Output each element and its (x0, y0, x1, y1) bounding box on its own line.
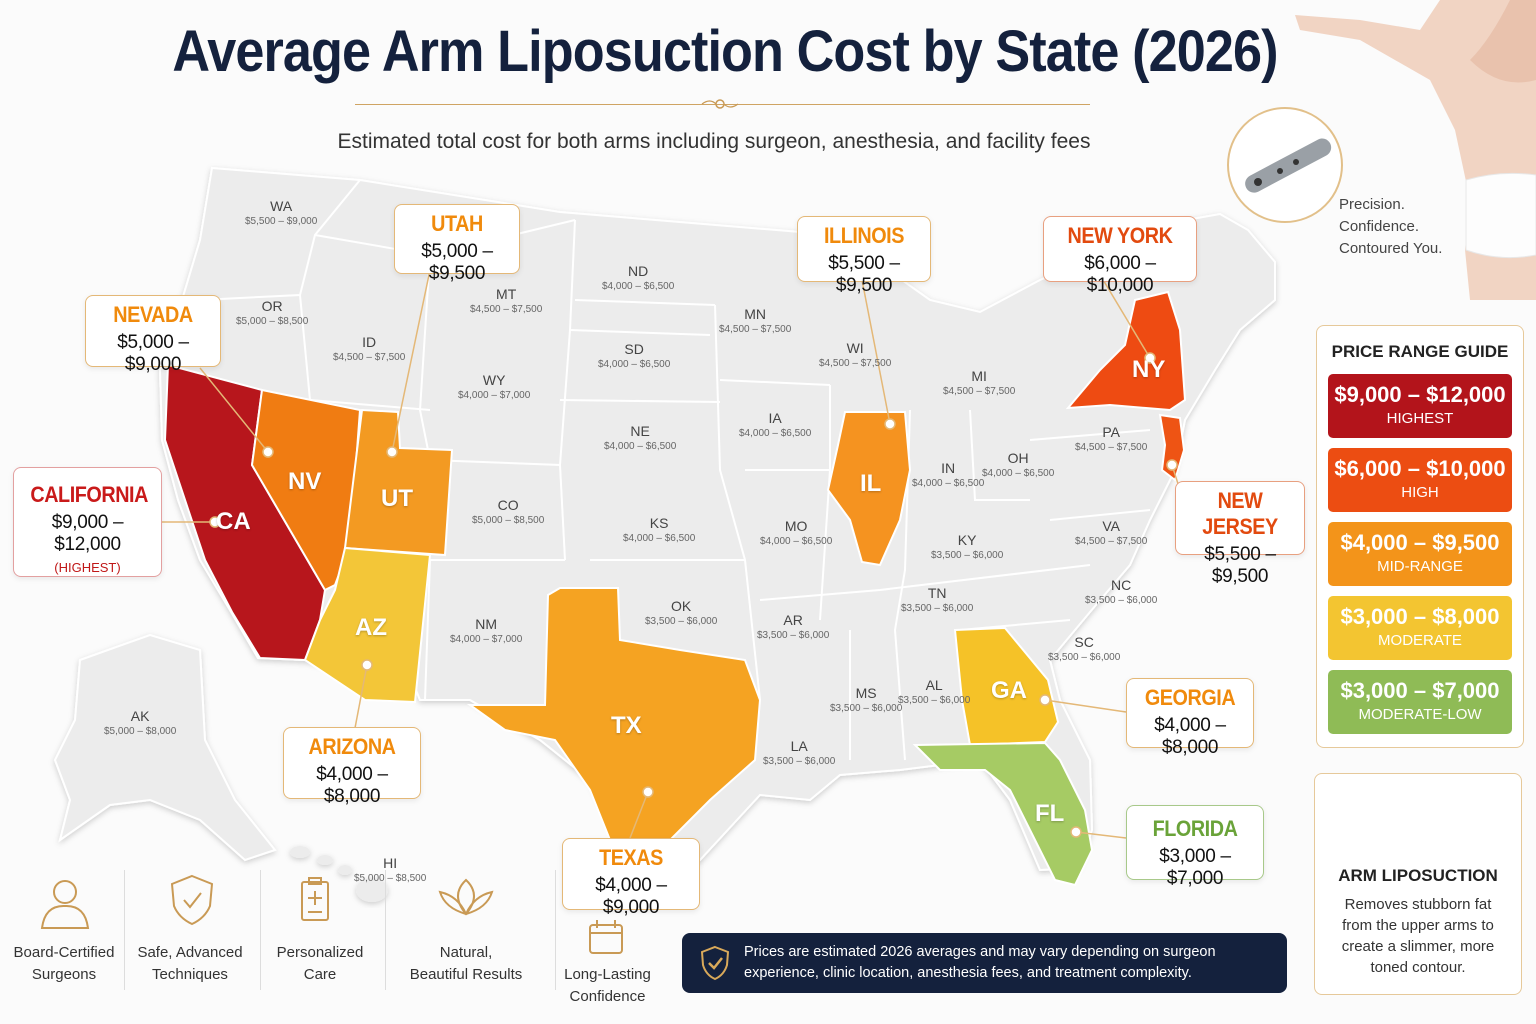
callout-texas[interactable]: TEXAS $4,000 – $9,000 (562, 838, 700, 918)
feature-divider (124, 870, 125, 990)
tier-highest: $9,000 – $12,000 HIGHEST (1328, 374, 1512, 438)
abbr-ut: UT (381, 485, 413, 512)
state-label-ky: KY $3,500 – $6,000 (931, 532, 1004, 561)
abbr-ga: GA (991, 677, 1027, 704)
feature-long-lasting: Long-Lasting Confidence (564, 966, 651, 1005)
shield-check-icon (700, 945, 730, 981)
state-shape-fl[interactable] (912, 741, 1094, 887)
callout-nevada[interactable]: NEVADA $5,000 – $9,000 (85, 295, 221, 375)
state-shape-nv[interactable] (250, 388, 362, 592)
surgeon-icon (40, 880, 90, 929)
abbr-nv: NV (288, 468, 322, 495)
feature-natural-results: Natural, Beautiful Results (409, 944, 523, 983)
state-shape-ny[interactable] (1065, 290, 1187, 412)
state-label-ia: IA $4,000 – $6,500 (739, 410, 812, 439)
state-label-ne: NE $4,000 – $6,500 (604, 423, 677, 452)
callout-florida[interactable]: FLORIDA $3,000 – $7,000 (1126, 805, 1264, 889)
state-label-la: LA $3,500 – $6,000 (763, 738, 836, 767)
callout-new-jersey[interactable]: NEW JERSEY $5,500 – $9,500 (1175, 481, 1305, 587)
title-divider (355, 104, 1090, 105)
state-label-ak: AK $5,000 – $8,000 (104, 708, 177, 737)
feature-divider (385, 870, 386, 990)
callout-georgia[interactable]: GEORGIA $4,000 – $8,000 (1126, 678, 1254, 758)
callout-dots (209, 352, 1178, 838)
abbr-il: IL (860, 470, 882, 497)
page-subtitle: Estimated total cost for both arms inclu… (337, 130, 1091, 153)
abbr-ny: NY (1132, 356, 1166, 383)
feature-divider (260, 870, 261, 990)
state-label-mi: MI $4,500 – $7,500 (943, 368, 1016, 397)
state-label-pa: PA $4,500 – $7,500 (1075, 424, 1148, 453)
state-label-tn: TN $3,500 – $6,000 (901, 585, 974, 614)
state-label-ar: AR $3,500 – $6,000 (757, 612, 830, 641)
callout-illinois[interactable]: ILLINOIS $5,500 – $9,500 (797, 216, 931, 296)
feature-divider (555, 870, 556, 990)
abbr-az: AZ (355, 614, 387, 641)
state-label-or: OR $5,000 – $8,500 (236, 298, 309, 327)
state-label-wy: WY $4,000 – $7,000 (458, 372, 531, 401)
callout-california[interactable]: CALIFORNIA $9,000 – $12,000 (HIGHEST) (13, 467, 162, 577)
feature-board-certified: Board-Certified Surgeons (13, 944, 115, 983)
state-label-in: IN $4,000 – $6,500 (912, 460, 985, 489)
abbr-fl: FL (1035, 800, 1065, 827)
state-label-nd: ND $4,000 – $6,500 (602, 263, 675, 292)
feature-personalized-care: Personalized Care (276, 944, 364, 983)
abbr-tx: TX (611, 712, 642, 739)
callout-utah[interactable]: UTAH $5,000 – $9,500 (394, 204, 520, 284)
tier-moderate-low: $3,000 – $7,000 MODERATE-LOW (1328, 670, 1512, 734)
disclaimer-banner: Prices are estimated 2026 averages and m… (682, 933, 1287, 993)
state-label-ok: OK $3,500 – $6,000 (645, 598, 718, 627)
ornament-icon (701, 99, 739, 109)
callout-arizona[interactable]: ARIZONA $4,000 – $8,000 (283, 727, 421, 807)
alaska-shape (53, 633, 277, 862)
tagline: Precision. Confidence. Contoured You. (1339, 196, 1443, 257)
state-label-mt: MT $4,500 – $7,500 (470, 286, 543, 315)
state-label-ks: KS $4,000 – $6,500 (623, 515, 696, 544)
state-shape-il[interactable] (826, 411, 912, 567)
state-shape-nj[interactable] (1158, 413, 1186, 482)
feature-safe-techniques: Safe, Advanced Techniques (137, 944, 243, 983)
feature-icons (40, 874, 623, 954)
state-label-id: ID $4,500 – $7,500 (333, 334, 406, 363)
state-label-va: VA $4,500 – $7,500 (1075, 518, 1148, 547)
state-shape-az[interactable] (303, 546, 432, 704)
hawaii-islands (290, 846, 388, 902)
clipboard-icon (301, 877, 329, 921)
state-label-sc: SC $3,500 – $6,000 (1048, 634, 1121, 663)
callout-new-york[interactable]: NEW YORK $6,000 – $10,000 (1043, 216, 1197, 296)
state-label-hi: HI $5,000 – $8,500 (354, 855, 427, 884)
state-label-al: AL $3,500 – $6,000 (898, 677, 971, 706)
state-label-mo: MO $4,000 – $6,500 (760, 518, 833, 547)
state-label-co: CO $5,000 – $8,500 (472, 497, 545, 526)
abbr-ca: CA (216, 508, 251, 535)
price-range-guide: PRICE RANGE GUIDE $9,000 – $12,000 HIGHES… (1316, 325, 1524, 748)
info-description: Removes stubborn fat from the upper arms… (1341, 896, 1495, 976)
state-label-sd: SD $4,000 – $6,500 (598, 341, 671, 370)
state-label-wa: WA $5,500 – $9,000 (245, 198, 318, 227)
state-label-oh: OH $4,000 – $6,500 (982, 450, 1055, 479)
calendar-icon (589, 920, 623, 954)
arm-liposuction-info-card: ARM LIPOSUCTION Removes stubborn fat fro… (1314, 773, 1522, 995)
info-title: ARM LIPOSUCTION (1338, 866, 1498, 885)
state-label-nm: NM $4,000 – $7,000 (450, 616, 523, 645)
page-title: Average Arm Liposuction Cost by State (2… (172, 19, 1278, 84)
model-illustration (1295, 0, 1536, 300)
callout-leaders (162, 269, 1181, 839)
guide-title: PRICE RANGE GUIDE (1331, 342, 1509, 361)
state-label-ms: MS $3,500 – $6,000 (830, 685, 903, 714)
tier-high: $6,000 – $10,000 HIGH (1328, 448, 1512, 512)
tier-moderate: $3,000 – $8,000 MODERATE (1328, 596, 1512, 660)
state-label-mn: MN $4,500 – $7,500 (719, 306, 792, 335)
tier-mid-range: $4,000 – $9,500 MID-RANGE (1328, 522, 1512, 586)
lotus-icon (438, 878, 494, 916)
shield-icon (170, 874, 214, 926)
state-label-nc: NC $3,500 – $6,000 (1085, 577, 1158, 606)
state-shape-ga[interactable] (953, 626, 1060, 747)
state-label-wi: WI $4,500 – $7,500 (819, 340, 892, 369)
cannula-icon (1227, 107, 1343, 223)
